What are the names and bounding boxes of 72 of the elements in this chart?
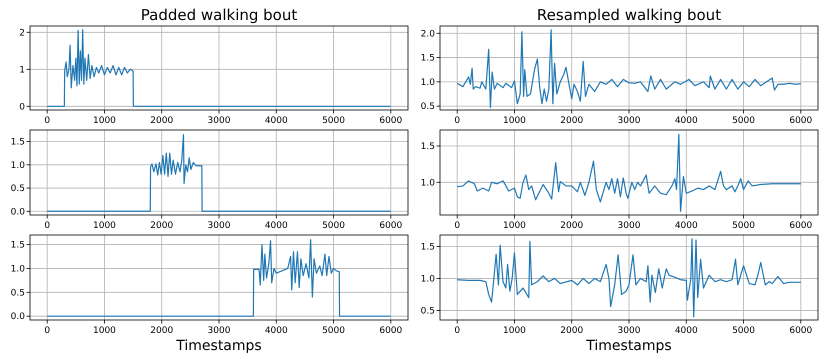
- x-tick-label: 5000: [322, 116, 346, 126]
- y-tick-label: 1.0: [10, 264, 26, 274]
- x-tick-label: 5000: [322, 326, 346, 336]
- y-tick-label: 1.0: [420, 274, 436, 284]
- y-tick-label: 1.0: [420, 178, 436, 188]
- line-series: [456, 29, 802, 108]
- x-tick-label: 2000: [560, 221, 584, 231]
- x-tick-label: 1000: [503, 116, 526, 126]
- x-tick-label: 2000: [150, 116, 174, 126]
- x-tick-label: 5000: [732, 116, 756, 126]
- y-tick-label: 1.5: [420, 142, 435, 152]
- x-tick-label: 0: [454, 116, 460, 126]
- line-series: [46, 239, 392, 317]
- x-tick-label: 6000: [379, 116, 403, 126]
- x-tick-label: 6000: [379, 326, 403, 336]
- x-tick-label: 6000: [379, 221, 403, 231]
- line-series: [456, 134, 802, 212]
- x-tick-label: 2000: [150, 221, 174, 231]
- y-tick-label: 2.0: [420, 29, 436, 40]
- x-axis-title: Timestamps: [585, 338, 672, 354]
- x-tick-label: 2000: [560, 116, 584, 126]
- x-tick-label: 4000: [674, 221, 698, 231]
- x-tick-label: 3000: [208, 116, 231, 126]
- x-tick-label: 1000: [93, 116, 116, 126]
- y-tick-label: 1.0: [420, 78, 436, 88]
- x-tick-label: 2000: [150, 326, 174, 336]
- y-tick-label: 0.5: [420, 306, 435, 316]
- y-tick-label: 2: [19, 28, 25, 38]
- line-series: [46, 134, 392, 212]
- x-tick-label: 1000: [93, 326, 116, 336]
- y-tick-label: 0.5: [10, 184, 25, 194]
- y-tick-label: 1: [19, 65, 25, 76]
- x-tick-label: 3000: [208, 326, 231, 336]
- x-tick-label: 3000: [208, 221, 231, 231]
- y-tick-label: 1.5: [10, 138, 25, 148]
- x-tick-label: 6000: [789, 326, 813, 336]
- x-tick-label: 4000: [674, 326, 698, 336]
- y-tick-label: 0: [19, 102, 26, 112]
- x-tick-label: 6000: [789, 221, 813, 231]
- line-series: [46, 29, 392, 107]
- x-tick-label: 0: [454, 221, 460, 231]
- x-tick-label: 3000: [618, 221, 641, 231]
- x-tick-label: 6000: [789, 116, 813, 126]
- x-tick-label: 2000: [560, 326, 584, 336]
- y-tick-label: 1.0: [10, 160, 26, 171]
- x-tick-label: 0: [44, 116, 50, 126]
- x-tick-label: 0: [44, 221, 50, 231]
- x-tick-label: 5000: [732, 221, 756, 231]
- line-series: [456, 238, 802, 318]
- x-tick-label: 4000: [674, 116, 698, 126]
- y-tick-label: 0.5: [10, 288, 25, 298]
- x-tick-label: 4000: [264, 326, 288, 336]
- x-tick-label: 0: [454, 326, 460, 336]
- x-tick-label: 0: [44, 326, 50, 336]
- y-tick-label: 1.5: [10, 240, 25, 251]
- x-tick-label: 1000: [503, 221, 526, 231]
- chart-title: Resampled walking bout: [536, 6, 722, 24]
- x-tick-label: 5000: [322, 221, 346, 231]
- x-tick-label: 3000: [618, 116, 641, 126]
- x-tick-label: 3000: [618, 326, 641, 336]
- y-tick-label: 0.0: [10, 312, 26, 322]
- y-tick-label: 0.0: [10, 207, 26, 218]
- x-axis-title: Timestamps: [175, 338, 262, 354]
- y-tick-label: 0.5: [420, 102, 435, 112]
- x-tick-label: 1000: [503, 326, 526, 336]
- x-tick-label: 1000: [93, 221, 116, 231]
- y-tick-label: 1.5: [420, 54, 435, 64]
- x-tick-label: 5000: [732, 326, 756, 336]
- x-tick-label: 4000: [264, 221, 288, 231]
- chart-title: Padded walking bout: [140, 6, 298, 24]
- y-tick-label: 1.5: [420, 242, 435, 253]
- x-tick-label: 4000: [264, 116, 288, 126]
